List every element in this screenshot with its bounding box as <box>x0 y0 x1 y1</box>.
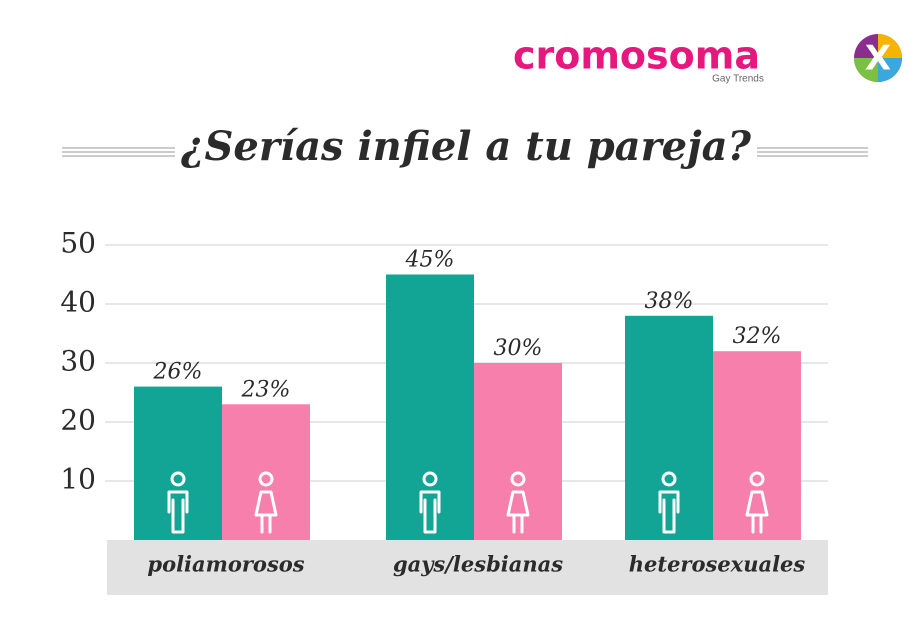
bar <box>474 363 562 540</box>
chart-title: ¿Serías infiel a tu pareja? <box>180 123 751 170</box>
y-tick-label: 20 <box>60 404 96 437</box>
y-tick-label: 40 <box>60 286 96 319</box>
female-icon-body <box>745 490 769 534</box>
male-icon-body <box>419 490 441 534</box>
male-icon-head <box>422 471 438 487</box>
x-tick-label: heterosexuales <box>629 552 806 577</box>
bar <box>386 274 474 540</box>
female-icon-body <box>506 490 530 534</box>
title-decoration <box>62 147 868 157</box>
male-icon-head <box>170 471 186 487</box>
x-tick-label: poliamorosos <box>147 552 304 577</box>
value-label: 32% <box>733 324 782 349</box>
y-tick-label: 30 <box>60 345 96 378</box>
value-label: 23% <box>241 377 291 402</box>
male-icon <box>167 471 189 534</box>
bar <box>134 386 222 540</box>
bar <box>713 351 801 540</box>
male-icon <box>419 471 441 534</box>
logo-circle-part <box>878 34 902 58</box>
category-band <box>107 540 828 595</box>
male-icon-head <box>661 471 677 487</box>
female-icon-body <box>254 490 278 534</box>
y-tick-label: 10 <box>60 463 96 496</box>
female-icon <box>506 471 530 534</box>
male-icon-body <box>658 490 680 534</box>
value-label: 38% <box>645 289 694 314</box>
bar <box>625 315 713 540</box>
male-icon-body <box>167 490 189 534</box>
x-tick-label: gays/lesbianas <box>393 552 563 577</box>
female-icon-head <box>510 471 526 487</box>
logo-circle-part <box>854 58 878 82</box>
value-label: 26% <box>153 360 203 385</box>
value-label: 30% <box>494 336 543 361</box>
female-icon-head <box>258 471 274 487</box>
female-icon <box>745 471 769 534</box>
logo-name: cromosoma <box>513 34 760 78</box>
logo-mark: X <box>865 39 891 79</box>
female-icon-head <box>749 471 765 487</box>
male-icon <box>658 471 680 534</box>
logo-tagline: Gay Trends <box>712 74 764 85</box>
female-icon <box>254 471 278 534</box>
value-label: 45% <box>405 248 455 273</box>
logo-circle-part <box>878 58 902 82</box>
y-tick-label: 50 <box>60 227 96 260</box>
